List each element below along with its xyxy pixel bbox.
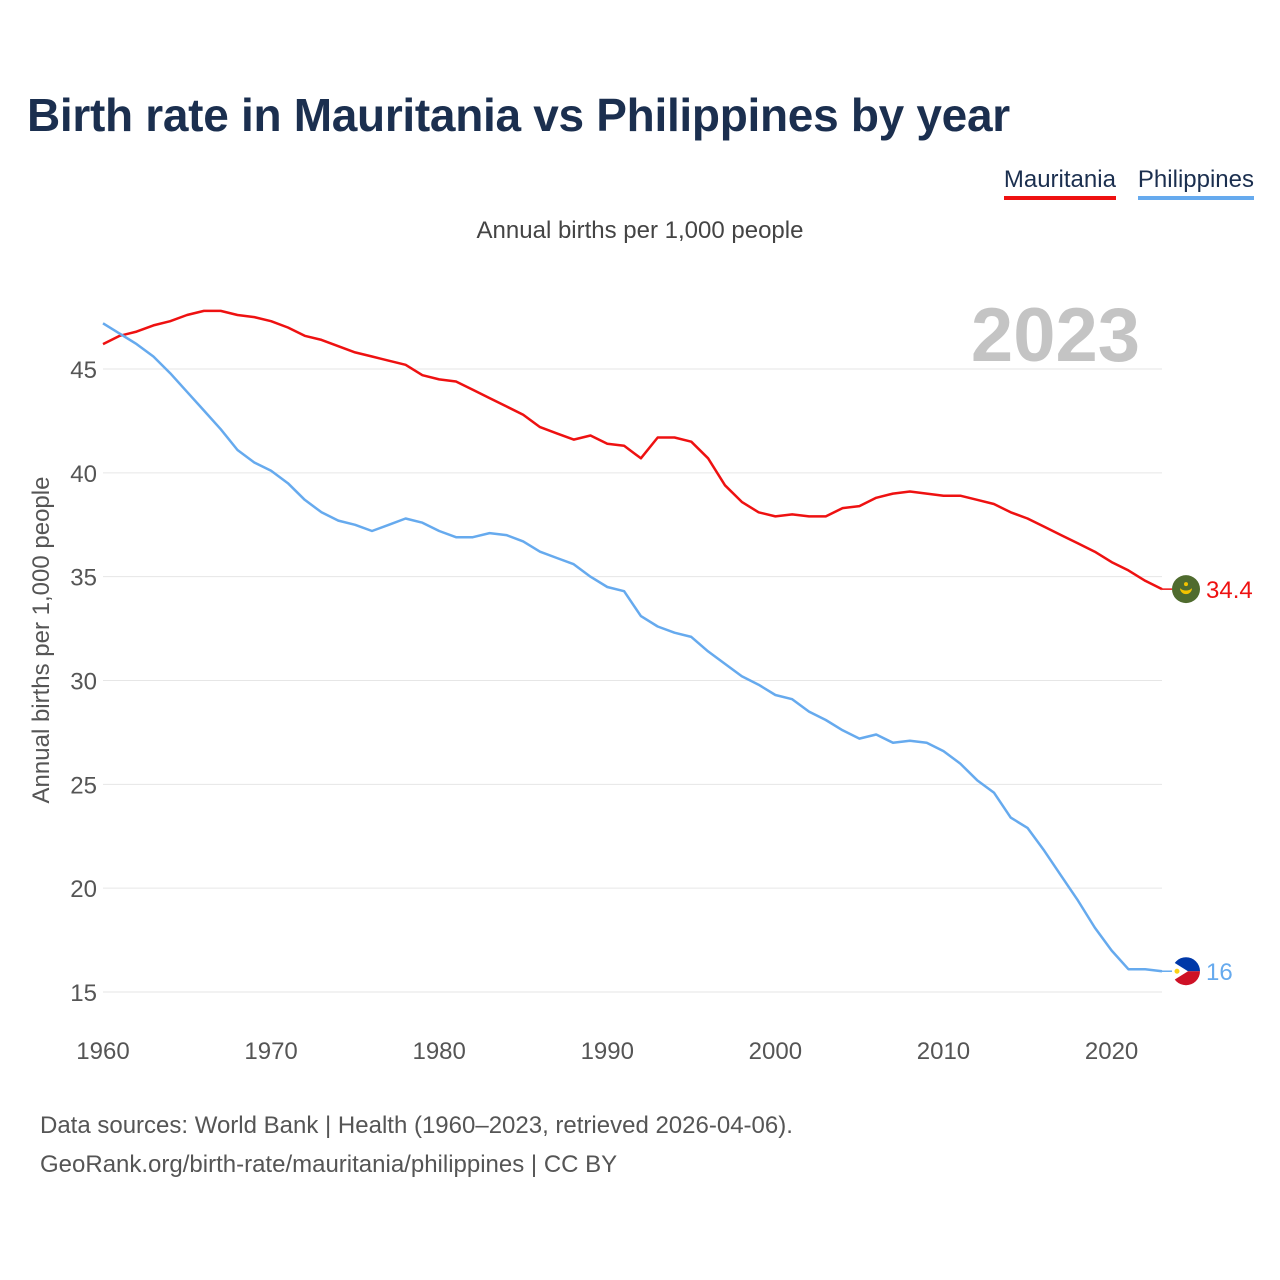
source-url[interactable]: GeoRank.org/birth-rate/mauritania/philip… bbox=[40, 1151, 618, 1178]
end-value-label-mauritania: 34.4 bbox=[1206, 577, 1253, 604]
legend-item-mauritania[interactable]: Mauritania bbox=[1003, 166, 1116, 200]
footer: Data sources: World Bank | Health (1960–… bbox=[40, 1106, 793, 1184]
series-lines bbox=[102, 309, 1163, 973]
gridlines bbox=[103, 368, 1162, 993]
y-tick-label: 40 bbox=[70, 461, 97, 488]
x-tick-label: 1970 bbox=[244, 1038, 297, 1065]
data-source-note: Data sources: World Bank | Health (1960–… bbox=[40, 1112, 793, 1139]
chart-title: Birth rate in Mauritania vs Philippines … bbox=[27, 89, 1010, 141]
x-tick-label: 2020 bbox=[1085, 1038, 1138, 1065]
end-value-label-philippines: 16 bbox=[1206, 959, 1233, 986]
legend: Mauritania Philippines bbox=[1003, 166, 1254, 200]
year-watermark: 2023 bbox=[971, 293, 1140, 378]
philippines-flag-icon bbox=[1172, 957, 1200, 986]
y-tick-label: 15 bbox=[70, 980, 97, 1007]
y-axis-ticks: 15 20 25 30 35 40 45 bbox=[70, 357, 97, 1007]
x-tick-label: 2000 bbox=[749, 1038, 802, 1065]
series-line-mauritania bbox=[102, 309, 1163, 591]
end-markers: 34.4 16 bbox=[1162, 575, 1253, 986]
x-tick-label: 1980 bbox=[412, 1038, 465, 1065]
x-tick-label: 1960 bbox=[76, 1038, 129, 1065]
y-tick-label: 45 bbox=[70, 357, 97, 384]
mauritania-flag-icon bbox=[1172, 575, 1200, 604]
x-axis-ticks: 1960 1970 1980 1990 2000 2010 2020 bbox=[76, 1038, 1138, 1065]
legend-item-philippines[interactable]: Philippines bbox=[1137, 166, 1254, 200]
y-tick-label: 30 bbox=[70, 669, 97, 696]
y-tick-label: 35 bbox=[70, 565, 97, 592]
x-tick-label: 1990 bbox=[581, 1038, 634, 1065]
chart-subtitle: Annual births per 1,000 people bbox=[476, 217, 804, 244]
y-tick-label: 20 bbox=[70, 876, 97, 903]
x-tick-label: 2010 bbox=[917, 1038, 970, 1065]
y-tick-label: 25 bbox=[70, 772, 97, 799]
series-line-philippines bbox=[102, 322, 1163, 973]
